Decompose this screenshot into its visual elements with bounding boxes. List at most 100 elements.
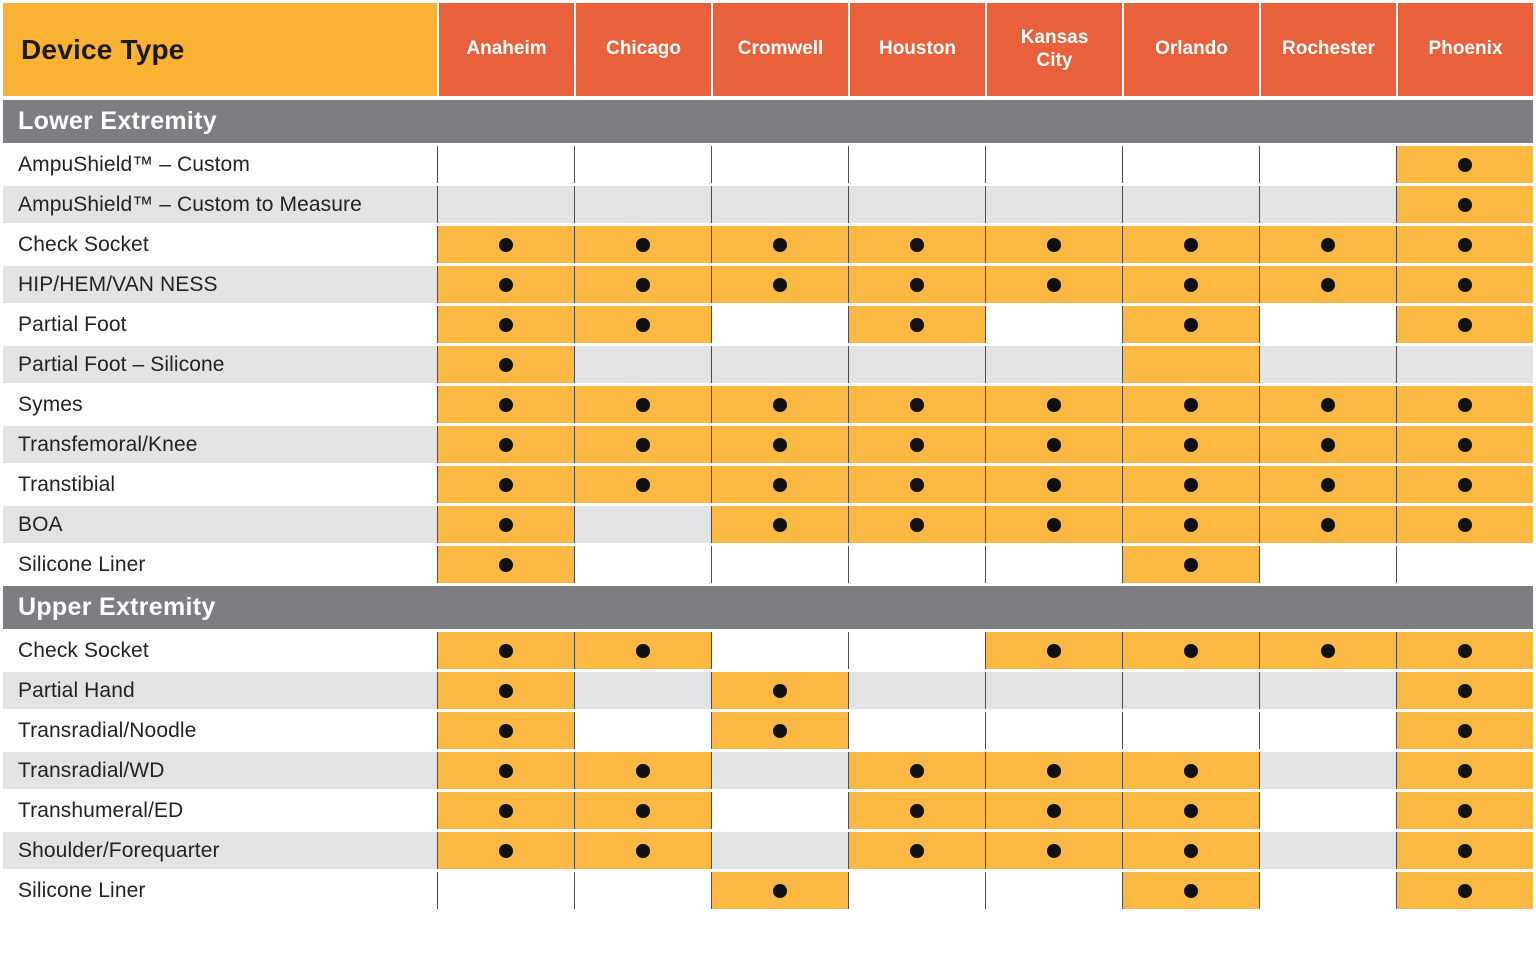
availability-dot-icon: [1184, 763, 1198, 778]
availability-cell: [1122, 386, 1259, 423]
availability-dot-icon: [1458, 157, 1472, 172]
availability-cell: [711, 346, 848, 383]
table-body: Lower Extremity AmpuShield™ – Custom AmpuS…: [3, 100, 1533, 912]
availability-dot-icon: [1184, 477, 1198, 492]
availability-cell: [1122, 752, 1259, 789]
availability-dot-icon: [910, 477, 924, 492]
availability-dot-icon: [1458, 643, 1472, 658]
availability-dot-icon: [910, 317, 924, 332]
availability-cell: [848, 792, 985, 829]
table-header-row: Device Type Anaheim Chicago Cromwell Housto…: [3, 3, 1533, 100]
device-label-cell: Transradial/WD: [3, 752, 437, 789]
availability-cell: [574, 672, 711, 709]
availability-cell: [1259, 186, 1396, 223]
availability-dot-icon: [1458, 197, 1472, 212]
availability-cell: [1122, 546, 1259, 583]
availability-cell: [1122, 832, 1259, 869]
availability-dot-icon: [499, 843, 513, 858]
location-header-label: Anaheim: [466, 38, 547, 60]
location-header-cromwell: Cromwell: [711, 3, 848, 96]
availability-cell: [711, 832, 848, 869]
availability-dot-icon: [1184, 517, 1198, 532]
availability-cell: [985, 346, 1122, 383]
availability-cell: [437, 672, 574, 709]
availability-dot-icon: [499, 557, 513, 572]
availability-dot-icon: [1321, 277, 1335, 292]
availability-cell: [848, 672, 985, 709]
availability-cell: [848, 506, 985, 543]
availability-dot-icon: [636, 437, 650, 452]
availability-cell: [437, 832, 574, 869]
availability-dot-icon: [1047, 517, 1061, 532]
availability-dot-icon: [636, 843, 650, 858]
availability-dot-icon: [636, 317, 650, 332]
availability-cell: [848, 386, 985, 423]
availability-dot-icon: [1184, 317, 1198, 332]
device-label-cell: BOA: [3, 506, 437, 543]
device-type-header-label: Device Type: [21, 33, 185, 65]
availability-cell: [1122, 672, 1259, 709]
availability-cell: [985, 712, 1122, 749]
availability-dot-icon: [636, 803, 650, 818]
availability-dot-icon: [1458, 843, 1472, 858]
availability-cell: [574, 386, 711, 423]
availability-cell: [985, 306, 1122, 343]
availability-cell: [985, 426, 1122, 463]
availability-dot-icon: [910, 763, 924, 778]
availability-dot-icon: [1458, 683, 1472, 698]
availability-cell: [848, 546, 985, 583]
section-header-label: Lower Extremity: [18, 107, 218, 135]
device-label: Transradial/Noodle: [18, 718, 197, 742]
availability-cell: [1259, 266, 1396, 303]
availability-dot-icon: [1458, 723, 1472, 738]
device-row: Check Socket: [3, 226, 1533, 266]
availability-cell: [711, 426, 848, 463]
availability-dot-icon: [1047, 803, 1061, 818]
availability-cell: [848, 832, 985, 869]
availability-dot-icon: [910, 397, 924, 412]
device-label: AmpuShield™ – Custom: [18, 152, 250, 176]
availability-cell: [437, 426, 574, 463]
availability-cell: [1122, 712, 1259, 749]
device-label: Transradial/WD: [18, 758, 165, 782]
availability-cell: [437, 792, 574, 829]
availability-cell: [711, 752, 848, 789]
availability-cell: [985, 872, 1122, 909]
device-label: Symes: [18, 392, 83, 416]
availability-dot-icon: [1184, 437, 1198, 452]
device-label: Shoulder/Forequarter: [18, 838, 220, 862]
device-label: Check Socket: [18, 638, 149, 662]
availability-cell: [1122, 226, 1259, 263]
availability-cell: [711, 632, 848, 669]
availability-cell: [437, 712, 574, 749]
location-header-chicago: Chicago: [574, 3, 711, 96]
device-label-cell: Transhumeral/ED: [3, 792, 437, 829]
availability-cell: [574, 346, 711, 383]
availability-cell: [985, 146, 1122, 183]
device-row: Silicone Liner: [3, 872, 1533, 912]
availability-cell: [985, 226, 1122, 263]
availability-cell: [1122, 266, 1259, 303]
availability-dot-icon: [1047, 477, 1061, 492]
availability-cell: [848, 426, 985, 463]
device-label-cell: Transradial/Noodle: [3, 712, 437, 749]
device-row: Transradial/Noodle: [3, 712, 1533, 752]
availability-cell: [848, 712, 985, 749]
availability-dot-icon: [1184, 237, 1198, 252]
availability-cell: [848, 752, 985, 789]
availability-dot-icon: [773, 237, 787, 252]
device-row: AmpuShield™ – Custom to Measure: [3, 186, 1533, 226]
location-header-label: Cromwell: [737, 38, 824, 60]
availability-dot-icon: [499, 643, 513, 658]
availability-dot-icon: [499, 397, 513, 412]
availability-cell: [437, 872, 574, 909]
device-row: AmpuShield™ – Custom: [3, 146, 1533, 186]
availability-dot-icon: [1458, 237, 1472, 252]
availability-dot-icon: [1458, 883, 1472, 898]
availability-cell: [1396, 226, 1533, 263]
device-label: BOA: [18, 512, 63, 536]
availability-cell: [574, 632, 711, 669]
availability-dot-icon: [499, 763, 513, 778]
device-label: AmpuShield™ – Custom to Measure: [18, 192, 362, 216]
availability-cell: [574, 546, 711, 583]
